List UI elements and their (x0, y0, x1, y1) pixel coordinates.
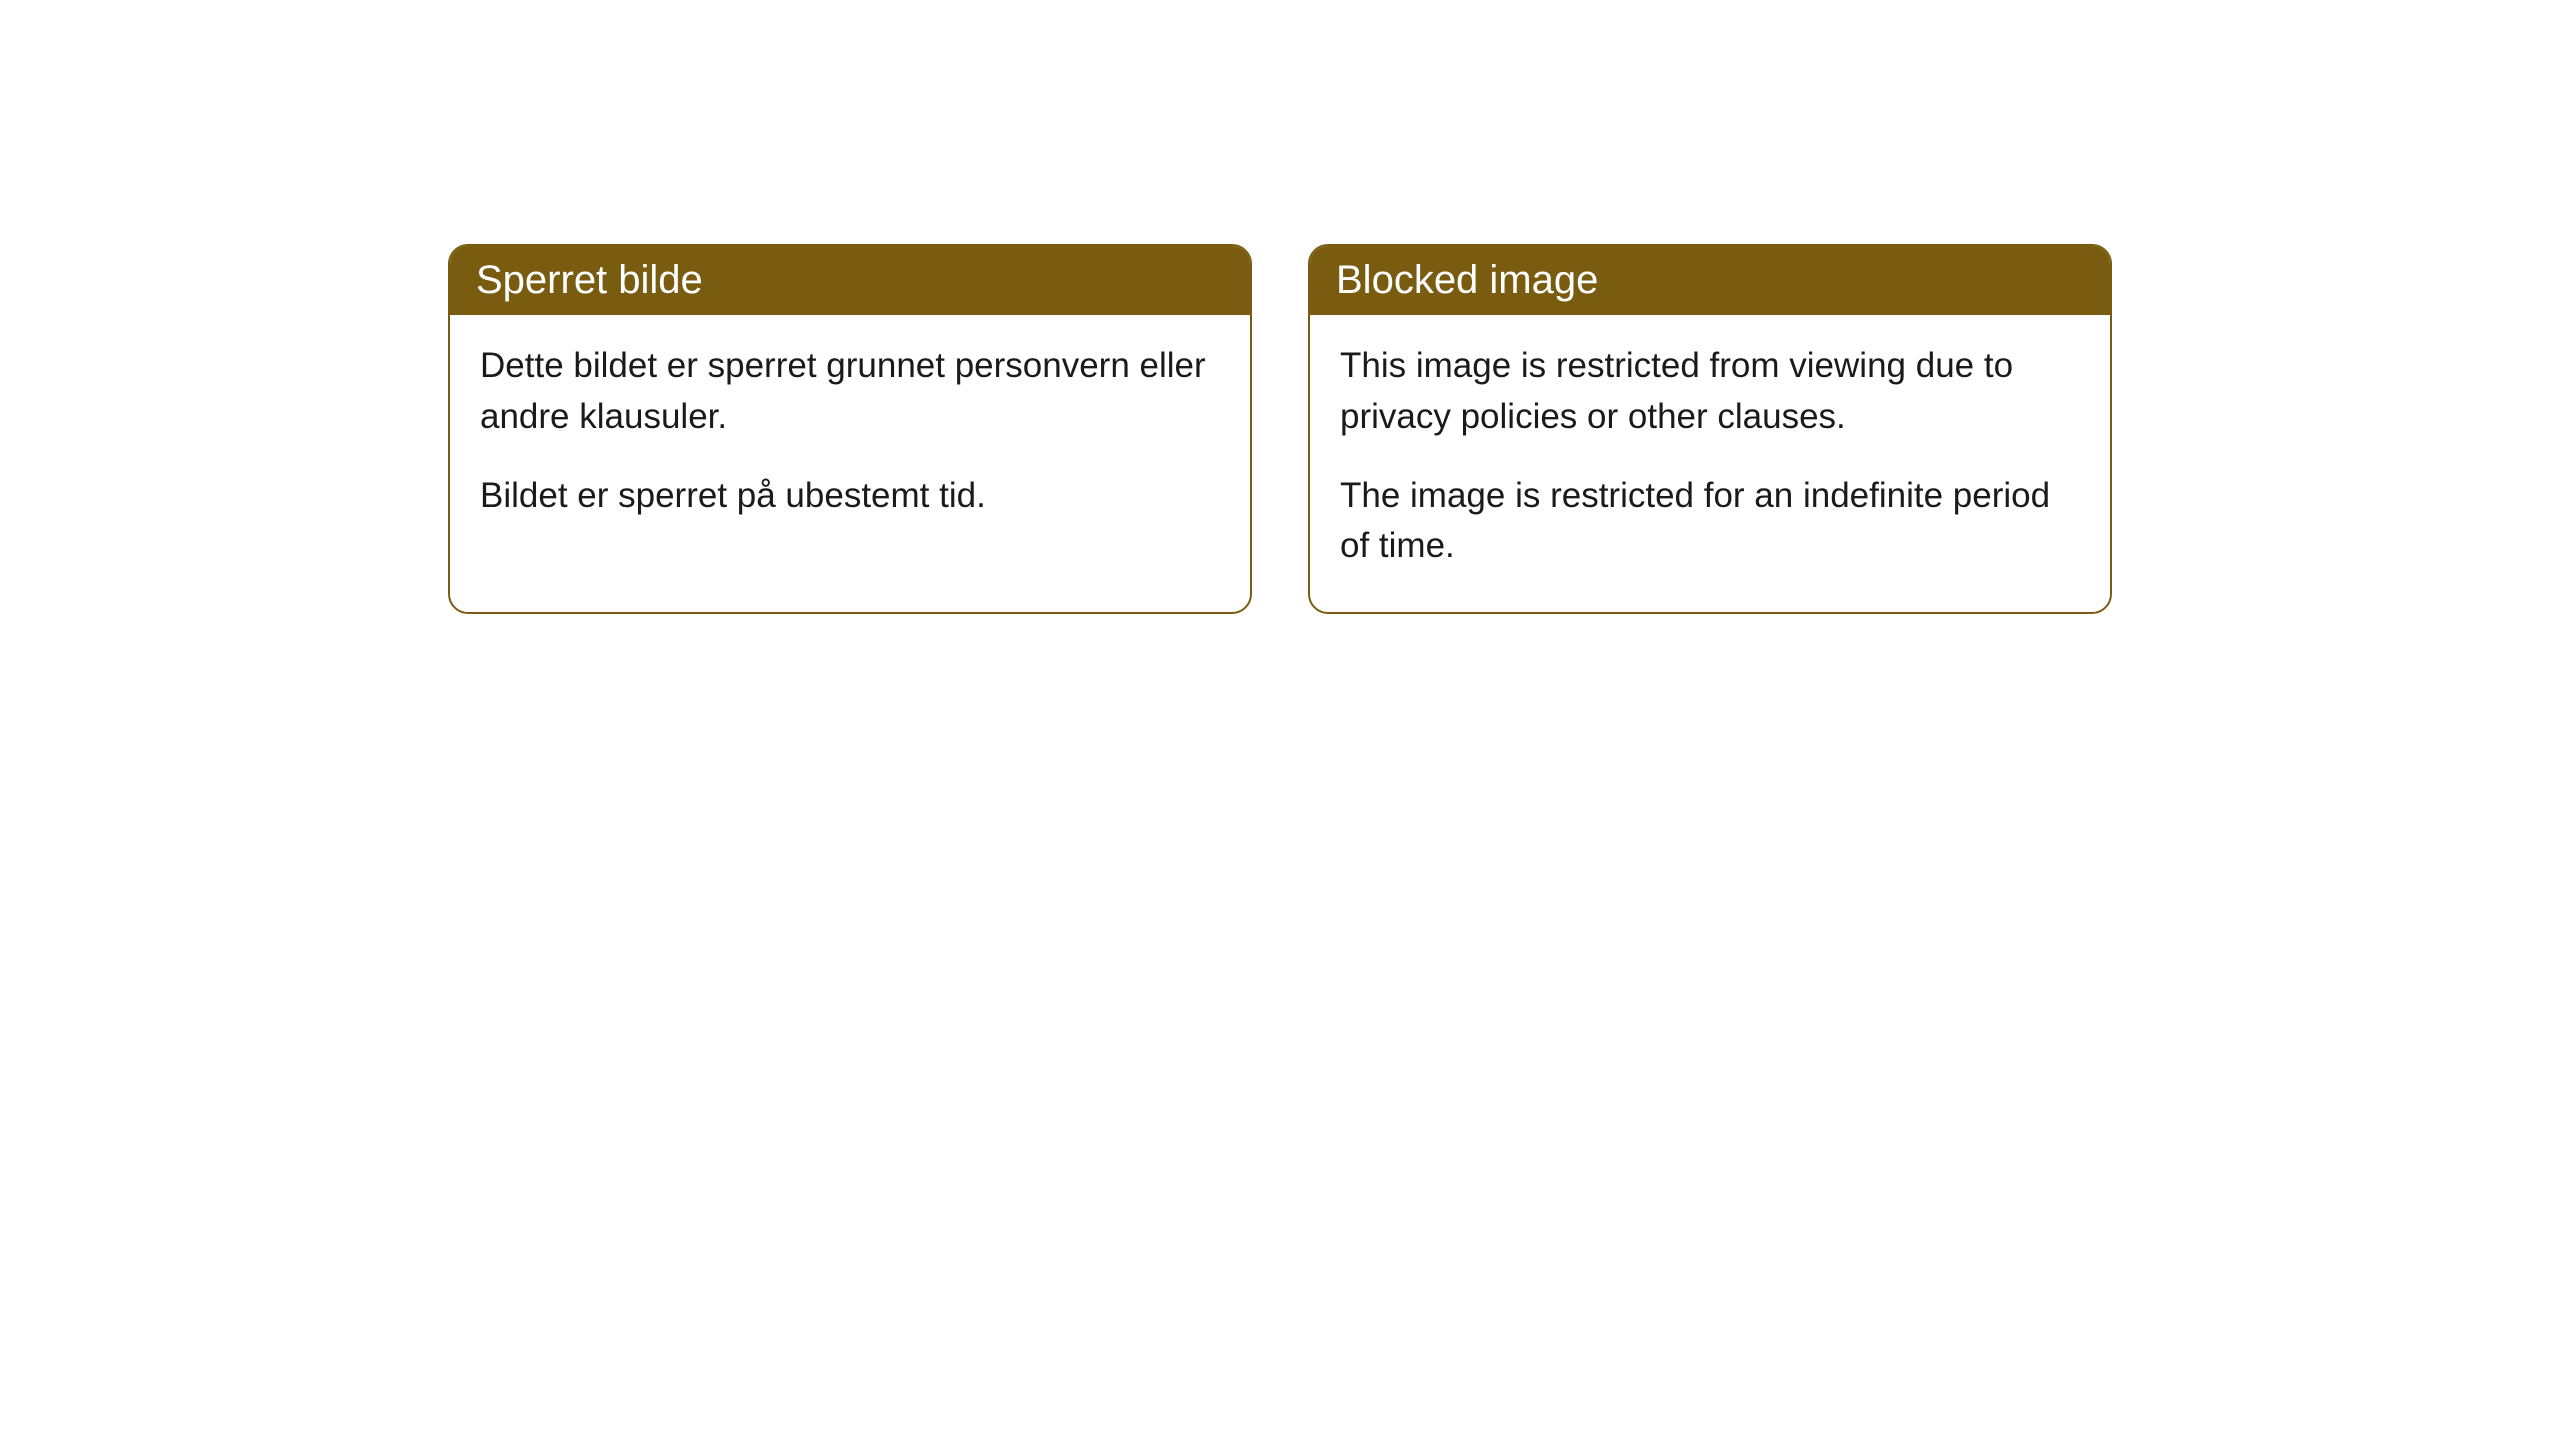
card-title: Sperret bilde (476, 258, 703, 302)
card-title: Blocked image (1336, 258, 1598, 302)
cards-container: Sperret bilde Dette bildet er sperret gr… (448, 244, 2560, 614)
card-body: This image is restricted from viewing du… (1310, 315, 2110, 612)
card-paragraph: The image is restricted for an indefinit… (1340, 471, 2080, 573)
blocked-image-card-norwegian: Sperret bilde Dette bildet er sperret gr… (448, 244, 1252, 614)
card-body: Dette bildet er sperret grunnet personve… (450, 315, 1250, 561)
card-paragraph: Bildet er sperret på ubestemt tid. (480, 471, 1220, 522)
card-header: Sperret bilde (450, 246, 1250, 315)
blocked-image-card-english: Blocked image This image is restricted f… (1308, 244, 2112, 614)
card-header: Blocked image (1310, 246, 2110, 315)
card-paragraph: This image is restricted from viewing du… (1340, 341, 2080, 443)
card-paragraph: Dette bildet er sperret grunnet personve… (480, 341, 1220, 443)
